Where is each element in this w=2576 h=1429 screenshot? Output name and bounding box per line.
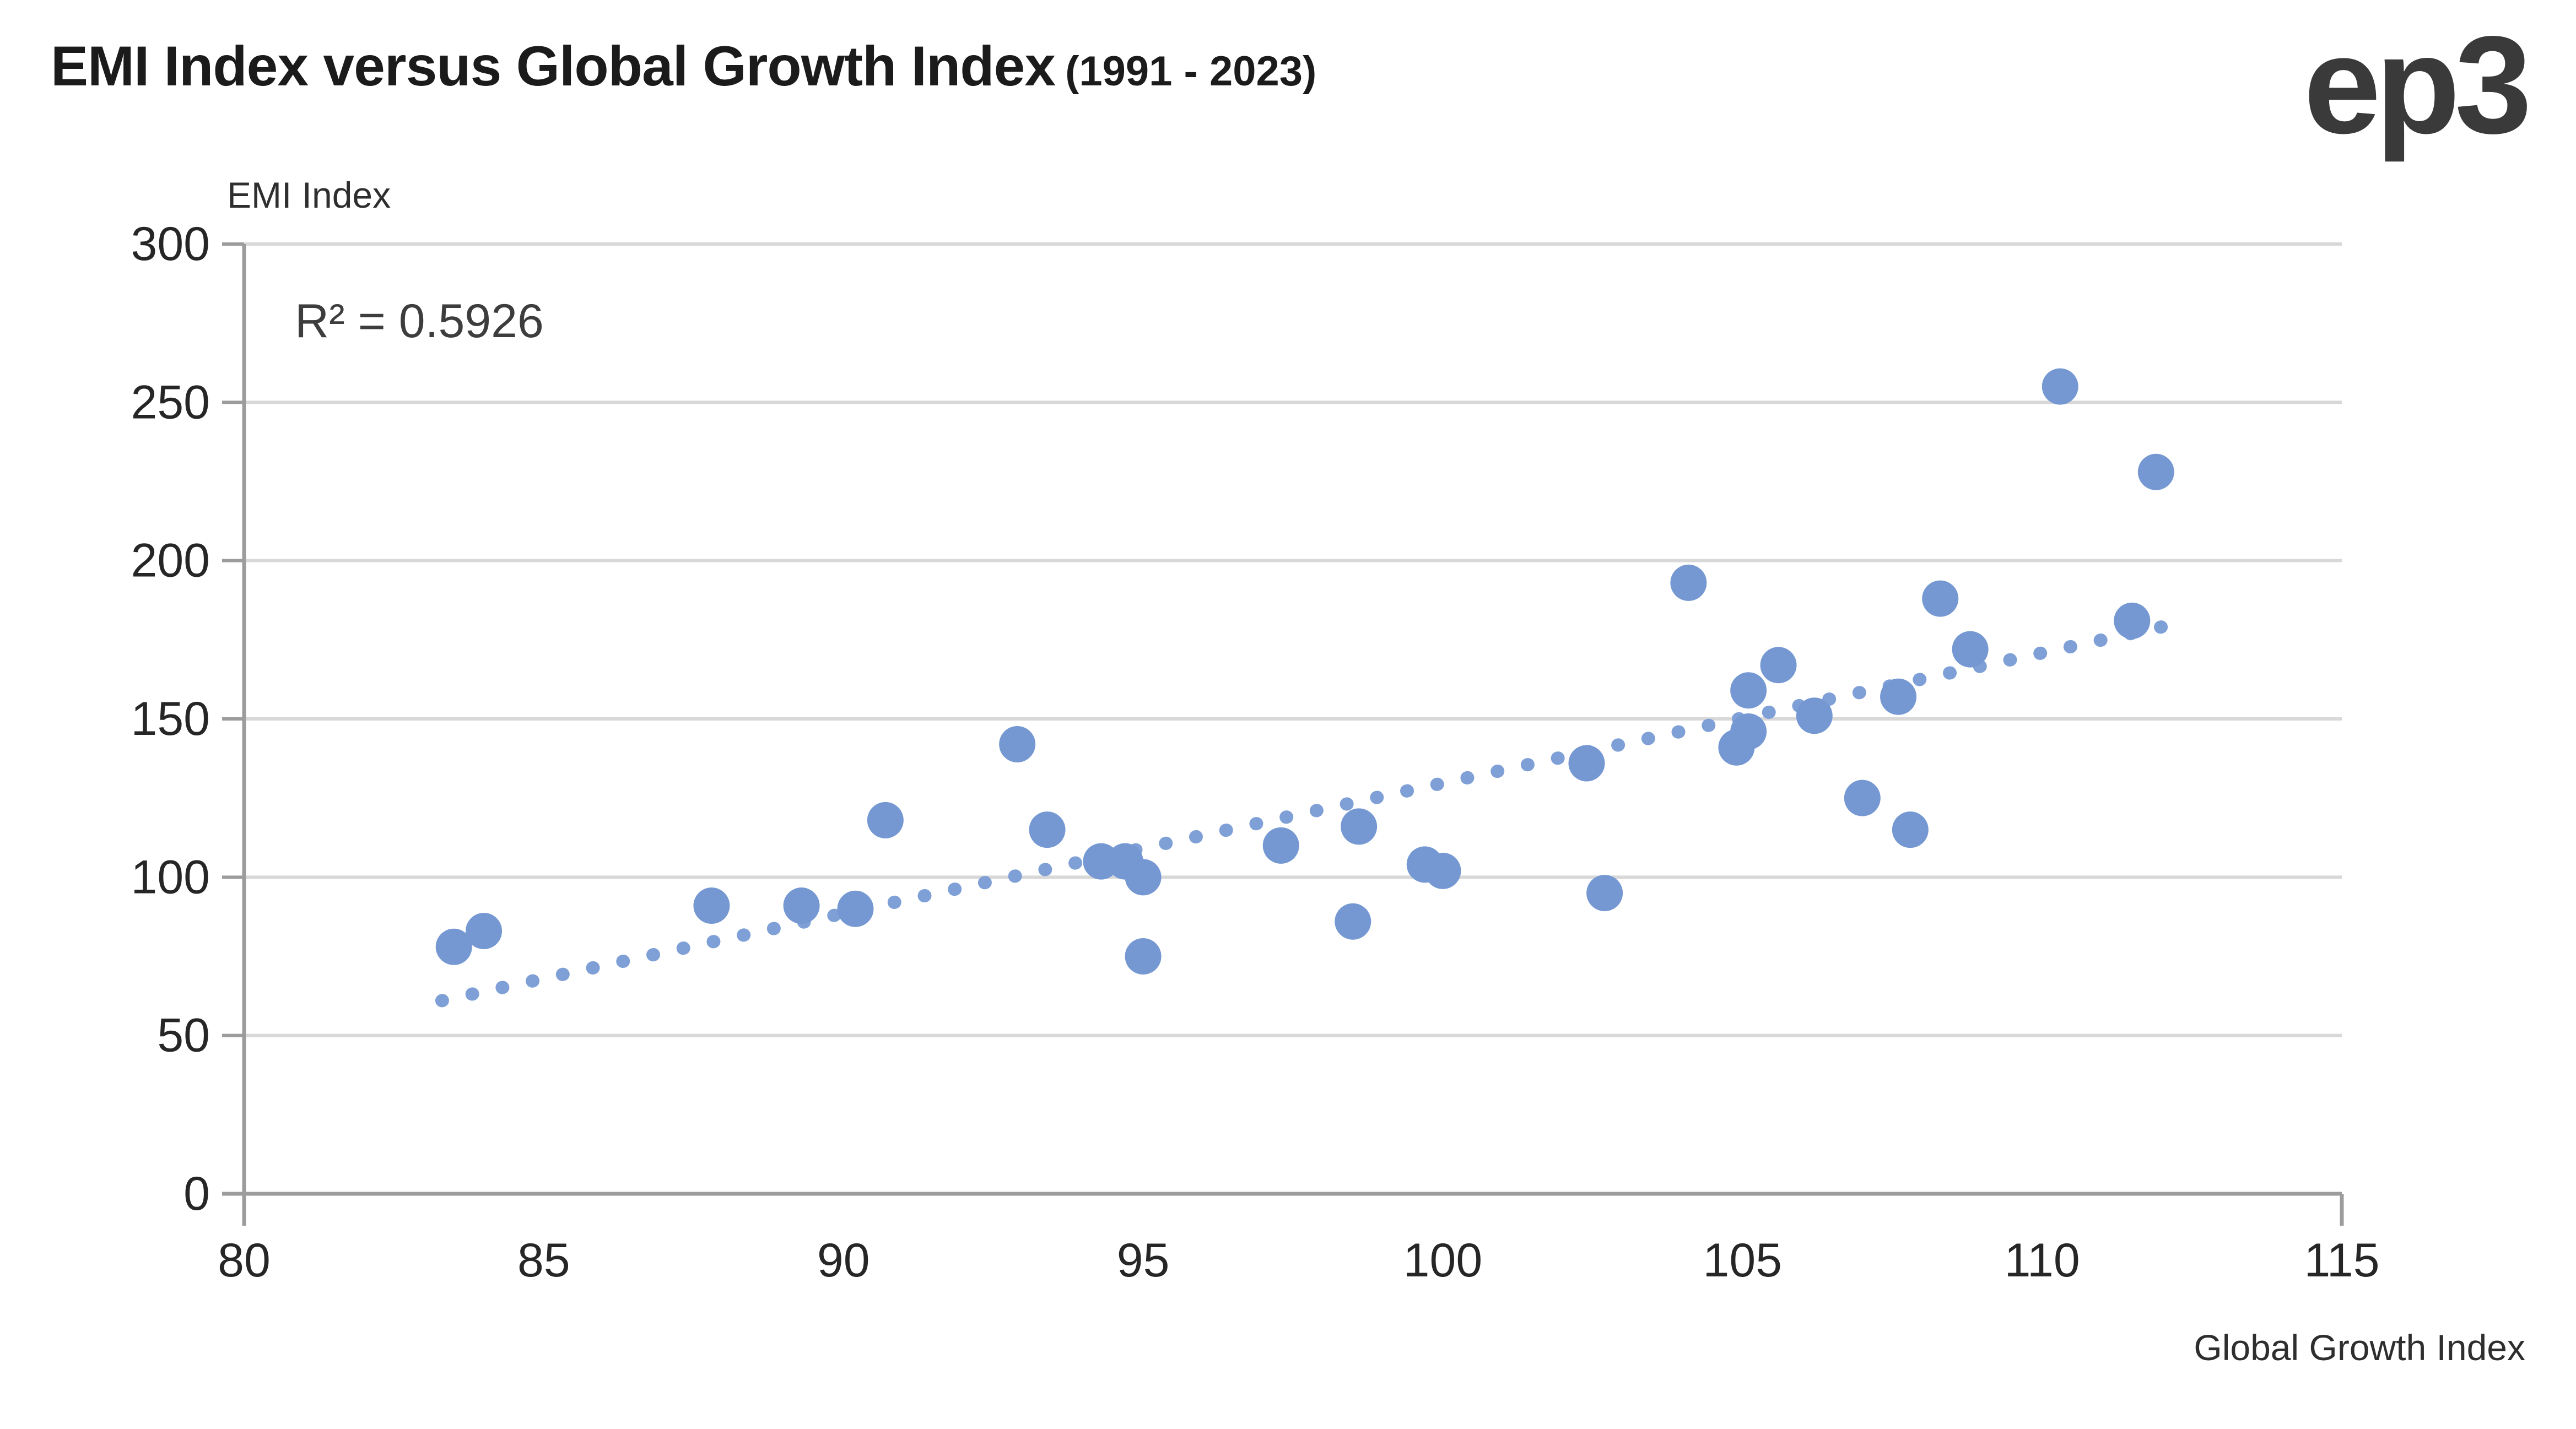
data-point: [1125, 859, 1162, 896]
data-point: [435, 928, 472, 965]
data-point: [1796, 697, 1833, 734]
data-point: [1730, 672, 1767, 709]
y-tick-label: 100: [131, 851, 210, 903]
data-point: [2137, 453, 2174, 490]
chart-title: EMI Index versus Global Growth Index: [51, 35, 1056, 98]
data-point: [1568, 745, 1605, 782]
x-tick-label: 115: [2304, 1234, 2379, 1287]
x-tick-label: 90: [817, 1234, 870, 1287]
data-point: [2114, 602, 2151, 639]
y-axis-title: EMI Index: [227, 175, 391, 215]
x-tick-label: 95: [1117, 1234, 1170, 1287]
x-tick-label: 110: [2005, 1234, 2080, 1287]
y-tick-label: 150: [131, 692, 210, 745]
x-axis-title: Global Growth Index: [2194, 1327, 2525, 1368]
data-point: [837, 890, 874, 927]
data-point: [1029, 811, 1066, 848]
data-point: [1586, 875, 1623, 912]
y-tick-label: 50: [157, 1009, 210, 1062]
data-point: [1335, 903, 1371, 940]
r-squared-label: R² = 0.5926: [295, 295, 544, 348]
data-point: [1844, 780, 1881, 816]
ep3-logo: ep3: [2303, 8, 2532, 163]
data-point: [1880, 678, 1917, 715]
y-tick-label: 250: [131, 376, 210, 429]
data-point: [1424, 852, 1461, 889]
data-point: [867, 802, 904, 838]
chart-title-row: EMI Index versus Global Growth Index (199…: [51, 34, 1316, 99]
data-point: [1125, 938, 1162, 975]
data-point: [999, 726, 1036, 762]
x-tick-label: 80: [218, 1234, 271, 1287]
data-point: [1922, 580, 1959, 617]
data-point: [1730, 713, 1767, 750]
data-point: [466, 913, 503, 950]
data-point: [2042, 368, 2078, 405]
data-point: [1760, 647, 1797, 684]
data-point: [693, 887, 730, 924]
data-point: [1892, 811, 1929, 848]
chart-subtitle: (1991 - 2023): [1065, 48, 1317, 95]
x-tick-label: 105: [1703, 1234, 1783, 1287]
data-point: [1670, 564, 1707, 601]
data-point: [1262, 827, 1299, 864]
data-point: [1952, 631, 1989, 668]
data-point: [1341, 808, 1378, 845]
x-tick-label: 100: [1403, 1234, 1483, 1287]
y-tick-label: 200: [131, 534, 210, 587]
data-point: [783, 887, 820, 924]
y-tick-label: 300: [131, 218, 210, 270]
x-tick-label: 85: [517, 1234, 570, 1287]
y-tick-label: 0: [183, 1167, 210, 1220]
